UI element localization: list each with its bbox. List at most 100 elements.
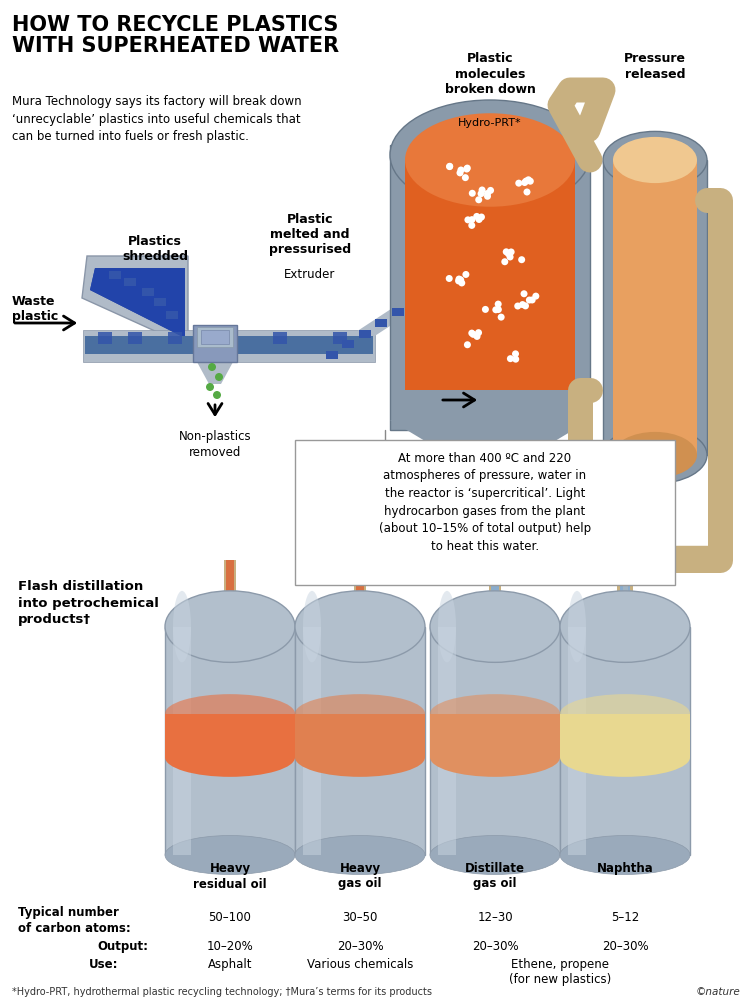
Bar	[295, 626, 425, 855]
Bar	[560, 626, 690, 855]
Bar	[83, 330, 375, 362]
Circle shape	[469, 222, 475, 229]
Bar	[356, 560, 364, 633]
Circle shape	[515, 180, 522, 187]
Ellipse shape	[430, 835, 560, 874]
Text: 30–50: 30–50	[342, 911, 378, 924]
Text: *Hydro-PRT, hydrothermal plastic recycling technology; †Mura’s terms for its pro: *Hydro-PRT, hydrothermal plastic recycli…	[12, 987, 432, 997]
Circle shape	[446, 275, 453, 282]
Bar	[420, 280, 490, 310]
Circle shape	[469, 331, 477, 338]
Circle shape	[529, 297, 535, 304]
Polygon shape	[142, 288, 154, 296]
Polygon shape	[90, 268, 185, 338]
Ellipse shape	[560, 694, 690, 733]
Circle shape	[484, 193, 491, 200]
Ellipse shape	[560, 738, 690, 777]
Text: ©nature: ©nature	[695, 987, 740, 997]
Bar	[515, 480, 535, 510]
Bar	[354, 560, 366, 633]
Circle shape	[456, 276, 463, 283]
Text: Hydro-PRT*: Hydro-PRT*	[458, 118, 522, 128]
Circle shape	[518, 256, 525, 263]
Text: 20–30%: 20–30%	[336, 940, 383, 953]
Polygon shape	[390, 420, 590, 450]
Bar	[173, 626, 191, 855]
Ellipse shape	[165, 590, 295, 662]
Bar	[603, 160, 707, 455]
Bar	[568, 626, 586, 855]
Bar	[85, 336, 373, 354]
Ellipse shape	[568, 590, 586, 662]
Circle shape	[505, 250, 512, 257]
Ellipse shape	[165, 835, 295, 874]
Circle shape	[514, 303, 521, 310]
Circle shape	[469, 330, 475, 337]
Ellipse shape	[613, 432, 697, 479]
Ellipse shape	[165, 738, 295, 777]
Circle shape	[478, 187, 486, 194]
Circle shape	[520, 291, 527, 298]
Circle shape	[519, 301, 526, 308]
Polygon shape	[168, 332, 182, 344]
Polygon shape	[342, 341, 354, 349]
Ellipse shape	[405, 113, 575, 207]
Ellipse shape	[603, 427, 707, 484]
Text: Various chemicals: Various chemicals	[307, 958, 413, 971]
Bar	[390, 145, 590, 430]
Circle shape	[487, 187, 494, 194]
Polygon shape	[90, 268, 185, 338]
Ellipse shape	[295, 835, 425, 874]
Polygon shape	[358, 330, 370, 338]
Polygon shape	[223, 332, 237, 344]
Text: 12–30: 12–30	[477, 911, 513, 924]
Circle shape	[498, 314, 505, 321]
Circle shape	[495, 306, 502, 313]
Text: 10–20%: 10–20%	[207, 940, 253, 953]
Ellipse shape	[430, 738, 560, 777]
Text: Plastic
melted and
pressurised: Plastic melted and pressurised	[269, 213, 351, 256]
Circle shape	[215, 373, 223, 381]
Circle shape	[208, 363, 216, 371]
Circle shape	[473, 213, 480, 220]
Polygon shape	[333, 332, 347, 344]
Text: Mura Technology says its factory will break down
‘unrecyclable’ plastics into us: Mura Technology says its factory will br…	[12, 95, 302, 143]
Circle shape	[475, 216, 483, 223]
Circle shape	[521, 179, 528, 186]
Circle shape	[532, 293, 539, 300]
Text: Pressure
released: Pressure released	[624, 52, 686, 81]
Text: HOW TO RECYCLE PLASTICS
WITH SUPERHEATED WATER: HOW TO RECYCLE PLASTICS WITH SUPERHEATED…	[12, 15, 339, 56]
Circle shape	[523, 189, 530, 196]
Circle shape	[474, 333, 481, 340]
Ellipse shape	[303, 590, 321, 662]
Bar	[422, 287, 488, 303]
Circle shape	[495, 301, 502, 308]
Bar	[560, 713, 690, 757]
Text: Heavy
residual oil: Heavy residual oil	[193, 862, 267, 890]
Bar	[165, 713, 295, 757]
Ellipse shape	[560, 835, 690, 874]
Circle shape	[493, 307, 499, 314]
Circle shape	[469, 216, 475, 223]
Bar	[165, 626, 295, 855]
Bar	[224, 560, 236, 633]
Circle shape	[522, 303, 529, 310]
Circle shape	[484, 190, 491, 197]
Circle shape	[464, 217, 472, 224]
Text: Distillate
gas oil: Distillate gas oil	[465, 862, 525, 890]
Circle shape	[507, 254, 514, 261]
Circle shape	[482, 306, 489, 313]
Circle shape	[523, 178, 529, 185]
Ellipse shape	[390, 100, 590, 210]
Ellipse shape	[165, 694, 295, 733]
Polygon shape	[310, 290, 445, 362]
Text: Waste
plastic: Waste plastic	[12, 295, 59, 323]
Circle shape	[446, 163, 453, 170]
Text: Flash distillation
into petrochemical
products†: Flash distillation into petrochemical pr…	[18, 580, 159, 626]
Bar	[617, 520, 633, 633]
Polygon shape	[98, 332, 112, 344]
Ellipse shape	[603, 132, 707, 189]
Circle shape	[478, 214, 485, 221]
Bar	[440, 310, 468, 370]
Circle shape	[462, 174, 469, 181]
